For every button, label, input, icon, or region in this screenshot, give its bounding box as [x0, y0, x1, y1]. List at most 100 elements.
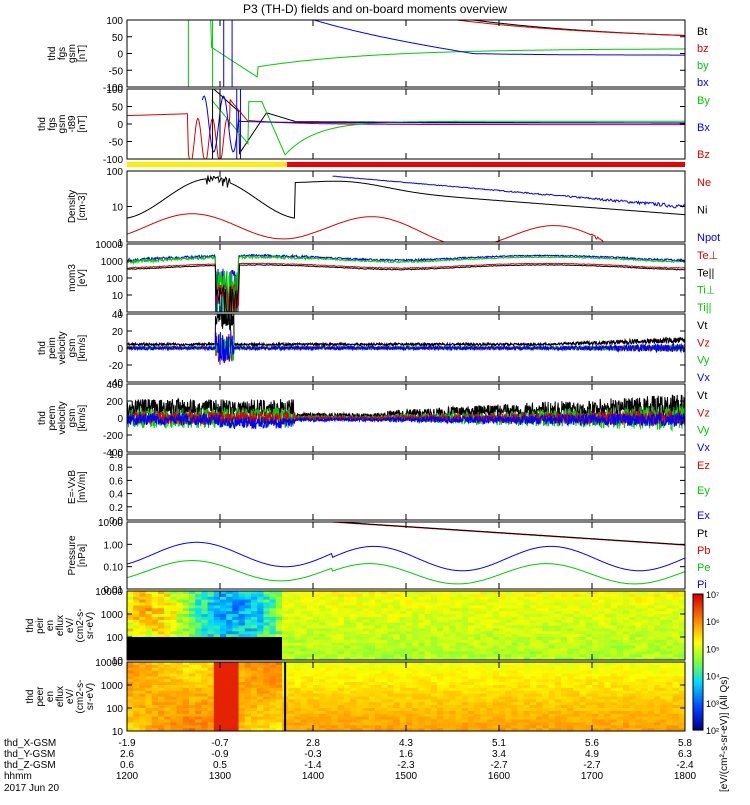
spectro-cell — [623, 616, 630, 621]
spectro-cell — [430, 713, 438, 718]
spectro-cell — [660, 716, 667, 721]
spectro-cell — [598, 605, 605, 609]
spectro-cell — [455, 605, 463, 609]
spectro-cell — [567, 687, 574, 692]
legend-entry: Vz — [697, 407, 710, 419]
spectro-cell — [505, 679, 512, 683]
spectro-cell — [275, 631, 283, 635]
spectro-cell — [213, 710, 221, 715]
spectro-cell — [561, 654, 568, 658]
spectro-cell — [443, 693, 450, 698]
spectro-cell — [641, 628, 649, 632]
spectro-cell — [455, 682, 463, 686]
spectro-cell — [573, 628, 581, 632]
spectro-cell — [412, 667, 419, 672]
ylabel-line: (cm2-s- — [75, 609, 86, 643]
spectro-cell — [139, 722, 147, 726]
spectro-cell — [598, 685, 605, 689]
spectro-cell — [455, 591, 463, 595]
spectro-cell — [220, 662, 227, 666]
spectro-cell — [306, 602, 314, 606]
spectro-cell — [269, 728, 277, 731]
spectro-cell — [623, 622, 630, 627]
spectro-cell — [616, 596, 624, 601]
spectro-cell — [666, 614, 674, 618]
spectro-cell — [238, 719, 246, 723]
spectro-cell — [337, 708, 345, 712]
spectro-cell — [573, 611, 581, 615]
spectro-cell — [269, 664, 277, 669]
colorbar-cell — [693, 657, 703, 661]
spectro-cell — [536, 664, 543, 669]
spectro-cell — [654, 664, 661, 669]
spectro-cell — [604, 670, 612, 675]
ylabel-line: [eV] — [77, 269, 88, 287]
spectro-cell — [127, 673, 134, 677]
spectro-cell — [189, 690, 196, 695]
spectro-cell — [443, 605, 450, 609]
spectro-cell — [313, 596, 320, 601]
spectro-cell — [418, 634, 426, 638]
spectro-cell — [530, 719, 537, 723]
spectro-cell — [585, 605, 593, 609]
spectro-cell — [300, 631, 308, 635]
spectro-cell — [468, 687, 475, 692]
spectro-cell — [306, 722, 314, 726]
spectro-cell — [151, 664, 159, 669]
spectro-cell — [164, 602, 171, 606]
spectro-cell — [505, 670, 512, 675]
spectro-cell — [511, 642, 519, 647]
spectro-cell — [251, 673, 258, 677]
spectro-cell — [480, 716, 488, 721]
spectro-cell — [381, 611, 388, 615]
spectro-cell — [437, 690, 444, 695]
spectro-cell — [201, 602, 209, 606]
spectro-cell — [474, 605, 481, 609]
spectro-cell — [213, 693, 221, 698]
spectro-cell — [523, 596, 531, 601]
spectro-cell — [598, 628, 605, 632]
spectro-cell — [486, 616, 494, 621]
spectro-cell — [189, 611, 196, 615]
spectro-cell — [313, 728, 320, 731]
xaxis-value: 1200 — [116, 771, 139, 782]
spectro-cell — [158, 722, 165, 726]
spectro-cell — [300, 719, 308, 723]
spectro-cell — [201, 713, 209, 718]
spectro-cell — [530, 645, 537, 650]
spectro-cell — [220, 645, 227, 650]
spectro-cell — [430, 611, 438, 615]
spectro-cell — [232, 637, 240, 641]
spectro-cell — [443, 713, 450, 718]
spectro-cell — [362, 648, 370, 652]
spectro-cell — [331, 622, 339, 627]
spectro-cell — [455, 593, 463, 598]
spectro-cell — [151, 634, 159, 638]
spectro-cell — [375, 605, 382, 609]
spectro-cell — [654, 708, 661, 712]
spectro-cell — [641, 634, 649, 638]
spectro-cell — [492, 654, 500, 658]
spectro-cell — [647, 631, 655, 635]
spectro-cell — [344, 693, 351, 698]
spectro-cell — [213, 664, 221, 669]
spectro-cell — [251, 664, 258, 669]
colorbar-cell — [693, 716, 703, 720]
spectro-cell — [362, 670, 370, 675]
spectro-cell — [164, 690, 171, 695]
spectro-cell — [362, 710, 370, 715]
spectro-cell — [251, 619, 258, 624]
spectro-cell — [263, 705, 271, 709]
spectro-cell — [151, 625, 159, 629]
spectro-cell — [418, 687, 426, 692]
spectro-cell — [350, 725, 357, 729]
spectro-cell — [468, 631, 475, 635]
spectro-cell — [536, 637, 543, 641]
spectro-cell — [678, 664, 685, 669]
spectro-cell — [672, 664, 680, 669]
spectro-cell — [592, 631, 599, 635]
spectro-cell — [443, 699, 450, 703]
spectro-cell — [604, 676, 612, 680]
spectro-cell — [331, 664, 339, 669]
spectro-cell — [468, 719, 475, 723]
